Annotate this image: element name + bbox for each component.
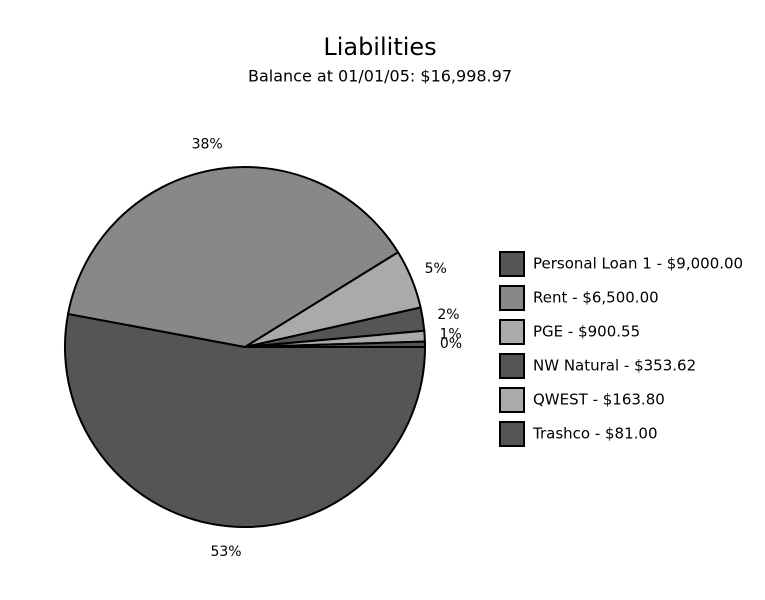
legend-label: Personal Loan 1 - $9,000.00 (533, 255, 743, 273)
legend-label: QWEST - $163.80 (533, 391, 665, 409)
legend-swatch (499, 285, 525, 311)
slice-label: 5% (425, 261, 447, 277)
pie-slice (64, 312, 427, 528)
slice-label: 53% (210, 544, 241, 560)
legend-swatch (499, 251, 525, 277)
slice-label: 0% (440, 336, 462, 352)
legend-label: NW Natural - $353.62 (533, 357, 696, 375)
legend-swatch (499, 353, 525, 379)
chart-subtitle: Balance at 01/01/05: $16,998.97 (248, 67, 512, 86)
pie-slice (244, 340, 427, 348)
slice-label: 1% (440, 327, 462, 343)
chart-title: Liabilities (323, 33, 436, 61)
legend-swatch (499, 387, 525, 413)
slice-label: 38% (192, 137, 223, 153)
legend-swatch (499, 421, 525, 447)
slice-label: 2% (437, 307, 459, 323)
legend-label: Rent - $6,500.00 (533, 289, 659, 307)
pie-slice (66, 166, 400, 349)
legend-label: Trashco - $81.00 (532, 425, 658, 443)
legend-label: PGE - $900.55 (533, 323, 640, 341)
legend-swatch (499, 319, 525, 345)
